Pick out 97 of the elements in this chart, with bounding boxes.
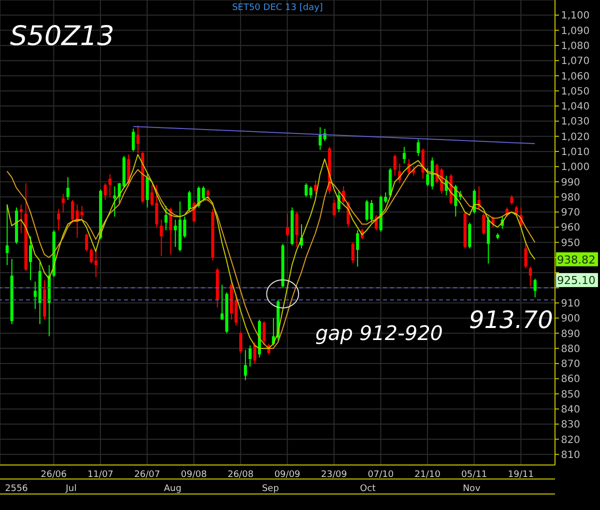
candlestick [318, 126, 322, 150]
y-tick-label: 980 [561, 192, 580, 204]
x-tick-label: 19/11 [508, 470, 534, 480]
y-tick-label: 900 [561, 314, 580, 325]
y-tick-label: 1,090 [561, 26, 590, 37]
candlestick [534, 278, 537, 298]
y-tick-label: 1,100 [561, 10, 590, 22]
y-tick-label: 1,060 [561, 71, 590, 82]
candlestick [304, 182, 308, 198]
candlestick [164, 205, 168, 231]
candlestick [416, 138, 420, 157]
y-tick-label: 1,040 [561, 102, 590, 113]
candlestick [421, 148, 424, 180]
x-tick-label: 23/09 [321, 470, 348, 480]
candlestick [202, 186, 205, 202]
y-tick-label: 860 [561, 374, 580, 386]
candlestick [309, 186, 312, 199]
candlestick [71, 199, 74, 224]
candlestick [482, 213, 486, 236]
y-tick-label: 820 [561, 434, 580, 446]
x-tick-label: 09/08 [180, 470, 208, 480]
candlestick [113, 186, 116, 218]
chart-title: SET50 DEC 13 [day] [232, 3, 323, 13]
y-tick-label: 990 [561, 177, 580, 188]
candlestick [253, 342, 256, 364]
x-tick-label: 26/08 [228, 470, 254, 480]
y-tick-label: 1,050 [561, 86, 590, 98]
annotation: 913.70 [469, 306, 553, 334]
y-tick-label: 960 [561, 222, 580, 234]
candlestick [468, 222, 472, 249]
candlestick [29, 236, 32, 281]
y-tick-label: 840 [561, 404, 580, 416]
candlestick [426, 168, 430, 187]
y-tick-label: 1,000 [561, 162, 590, 174]
candlestick [286, 213, 289, 237]
x-tick-label: 26/06 [40, 470, 67, 480]
candlestick [66, 176, 70, 200]
candlestick [34, 281, 37, 310]
candlestick [132, 128, 135, 152]
y-tick-label: 810 [561, 450, 580, 461]
candlestick [524, 240, 528, 269]
candlestick [351, 242, 354, 264]
candlestick [20, 204, 23, 234]
text: 2556 [5, 484, 28, 494]
y-tick-label: 1,010 [561, 147, 590, 158]
text: Sep [262, 484, 280, 494]
y-tick-label: 970 [561, 208, 580, 219]
candlestick [244, 349, 247, 381]
text: Jul [64, 484, 77, 494]
candlestick [510, 194, 514, 205]
candlestick [393, 154, 396, 176]
text: Nov [462, 484, 482, 494]
candlestick [85, 232, 88, 252]
y-tick-label: 1,080 [561, 40, 590, 52]
y-tick-label: 870 [561, 359, 580, 370]
x-tick-label: 21/10 [414, 470, 441, 480]
candlestick [62, 193, 65, 213]
x-tick-label: 09/09 [274, 470, 301, 480]
text: Oct [360, 484, 376, 494]
y-tick-label: 910 [561, 298, 580, 310]
candlestick [57, 208, 60, 231]
candlestick [108, 174, 112, 198]
y-tick-label: 830 [561, 420, 580, 431]
text: 925.10 [557, 274, 596, 288]
candlestick [80, 205, 84, 220]
x-tick-label: 11/07 [87, 470, 114, 480]
candlestick [332, 199, 336, 218]
candlestick [146, 174, 149, 208]
text: 938.82 [557, 253, 596, 266]
text: Aug [164, 484, 182, 494]
candlestick [528, 266, 532, 287]
candlestick [356, 230, 360, 268]
candlestick [248, 344, 252, 368]
candlestick [160, 219, 163, 256]
candlestick [402, 146, 406, 164]
x-tick-label: 07/10 [368, 470, 394, 480]
y-tick-label: 1,030 [561, 116, 590, 128]
y-tick-label: 850 [561, 389, 580, 400]
x-tick-label: 26/07 [134, 470, 160, 480]
candlestick [94, 250, 98, 278]
candlestick [188, 190, 191, 213]
y-tick-label: 1,020 [561, 132, 590, 143]
annotation: gap 912-920 [315, 321, 443, 345]
annotation: S50Z13 [10, 21, 114, 52]
y-tick-label: 880 [561, 344, 580, 355]
candlestick [6, 204, 9, 266]
y-tick-label: 950 [561, 238, 580, 249]
x-tick-label: 05/11 [461, 470, 488, 480]
candlestick [239, 331, 242, 354]
candlestick [295, 212, 298, 248]
candlestick [206, 188, 210, 202]
y-tick-label: 1,070 [561, 56, 590, 68]
candlestick [104, 182, 107, 200]
candlestick [314, 180, 318, 194]
candlestick [262, 320, 266, 346]
candlestick [136, 125, 140, 154]
y-tick-label: 890 [561, 328, 580, 340]
